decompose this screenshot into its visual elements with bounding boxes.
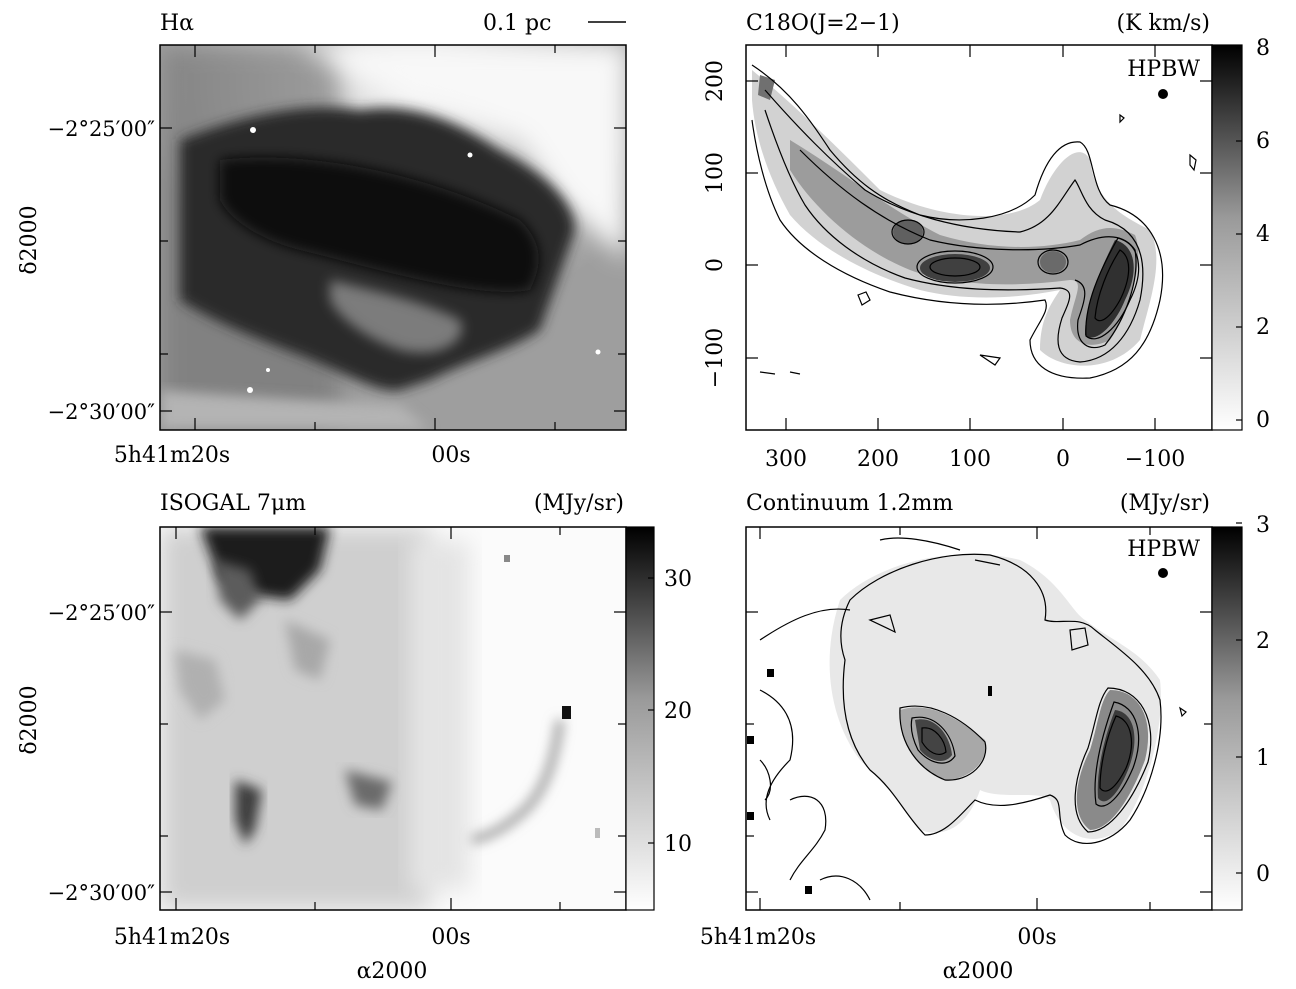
x-axis-label: α2000 (943, 959, 1014, 984)
tick-marks (160, 45, 626, 430)
colorbar-tick-label: 6 (1256, 129, 1270, 154)
isogal-image (160, 527, 626, 910)
y-axis-label: δ2000 (17, 685, 42, 754)
beam-label: HPBW (1127, 57, 1200, 82)
point-source (747, 736, 754, 744)
colorbar-tick-label: 3 (1256, 513, 1270, 538)
beam-marker (1158, 89, 1168, 99)
x-tick-label: 200 (857, 447, 899, 472)
x-tick-label: 0 (1056, 447, 1070, 472)
point-source (504, 555, 510, 562)
panel-title: C18O(J=2−1) (746, 11, 900, 36)
continuum-map (746, 527, 1212, 910)
y-tick-label: 200 (703, 60, 728, 102)
point-source (988, 686, 992, 696)
scalebar-label: 0.1 pc (483, 11, 551, 36)
star (595, 349, 601, 355)
contours (751, 64, 1197, 379)
colorbar-tick-label: 8 (1256, 36, 1270, 61)
colorbar-tick-label: 2 (1256, 629, 1270, 654)
y-tick-label: 0 (703, 258, 728, 272)
y-axis-label: δ2000 (17, 205, 42, 274)
colorbar: 3 2 1 0 (1211, 513, 1270, 911)
unit-label: (MJy/sr) (1120, 491, 1210, 516)
point-source (562, 706, 571, 719)
star (266, 368, 270, 372)
panel-c18o: C18O(J=2−1) (K km/s) (703, 11, 1270, 472)
colorbar-tick-label: 10 (664, 832, 692, 857)
colorbar-tick-label: 30 (664, 567, 692, 592)
x-tick-label: 5h41m20s (700, 925, 816, 950)
tick-marks (160, 527, 626, 910)
colorbar-tick-label: 0 (1256, 862, 1270, 887)
point-source (595, 828, 600, 838)
y-tick-label: −2°25′00″ (47, 601, 155, 625)
star (250, 127, 256, 133)
star (247, 387, 253, 393)
plot-frame (159, 44, 627, 431)
colorbar: 8 6 4 2 0 (1211, 36, 1270, 433)
tick-marks (746, 527, 1212, 910)
panel-title: ISOGAL 7μm (160, 491, 306, 516)
colorbar-tick-label: 4 (1256, 222, 1270, 247)
beam-marker (1158, 568, 1168, 578)
x-axis-label: α2000 (357, 959, 428, 984)
colorbar-tick-label: 20 (664, 699, 692, 724)
unit-label: (K km/s) (1117, 11, 1211, 36)
y-tick-label: −100 (703, 328, 728, 388)
panel-title: Hα (160, 11, 194, 36)
x-tick-label: −100 (1125, 447, 1185, 472)
halpha-image (160, 45, 626, 430)
point-source (805, 886, 812, 894)
unit-label: (MJy/sr) (534, 491, 624, 516)
point-source (767, 669, 774, 677)
y-tick-label: −2°25′00″ (47, 117, 155, 141)
x-tick-label: 5h41m20s (114, 443, 230, 468)
y-tick-label: −2°30′00″ (47, 400, 155, 424)
panel-title: Continuum 1.2mm (746, 491, 953, 516)
colorbar-tick-label: 2 (1256, 315, 1270, 340)
y-tick-label: −2°30′00″ (47, 881, 155, 905)
contours (759, 537, 1187, 901)
x-tick-label: 300 (765, 447, 807, 472)
panel-isogal: ISOGAL 7μm (MJy/sr) −2°25′00″ −2°30′00″ (17, 491, 692, 984)
beam-label: HPBW (1127, 537, 1200, 562)
panel-halpha: Hα 0.1 pc −2°25′00″ −2°30′00″ δ2000 5 (17, 11, 627, 468)
panel-continuum: Continuum 1.2mm (MJy/sr) (700, 491, 1270, 984)
colorbar-tick-label: 0 (1256, 408, 1270, 433)
colorbar-tick-label: 1 (1256, 746, 1270, 771)
y-tick-label: 100 (703, 152, 728, 194)
x-tick-label: 00s (431, 443, 470, 468)
point-source (747, 812, 754, 820)
x-tick-label: 00s (431, 925, 470, 950)
x-tick-label: 100 (949, 447, 991, 472)
tick-marks (746, 45, 1212, 430)
x-tick-label: 00s (1017, 925, 1056, 950)
c18o-map (746, 45, 1212, 430)
colorbar: 30 20 10 (625, 526, 692, 911)
star (467, 152, 473, 158)
x-tick-label: 5h41m20s (114, 925, 230, 950)
